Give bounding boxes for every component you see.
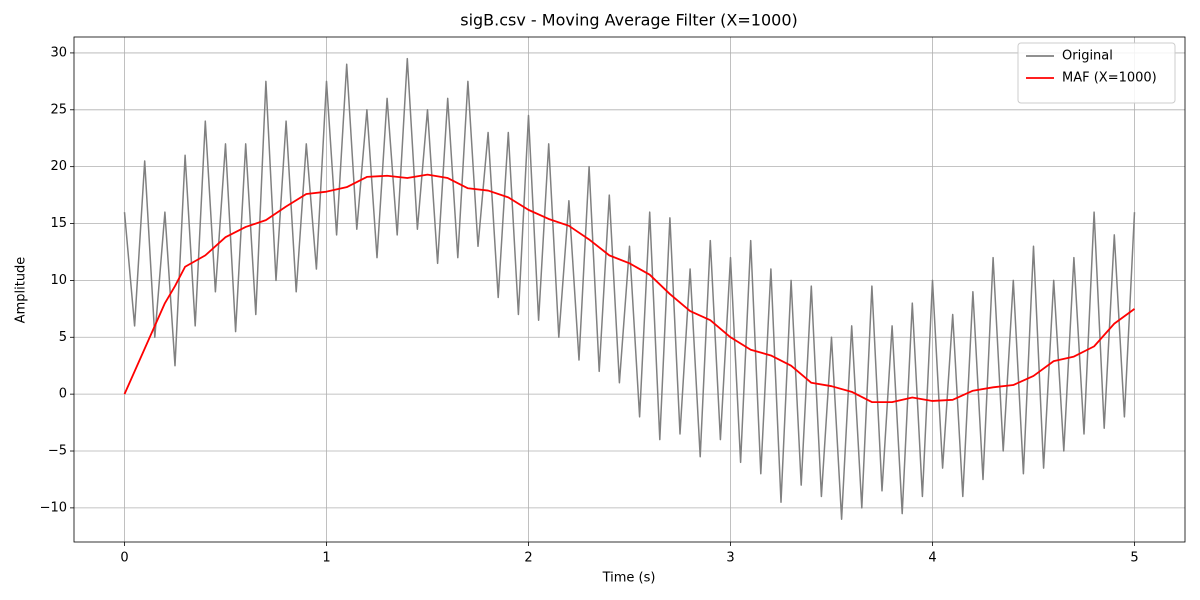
series-line	[123, 173, 1136, 403]
y-axis-label: Amplitude	[14, 257, 29, 324]
x-tick-label: 5	[1130, 551, 1138, 566]
x-tick-label: 0	[120, 551, 128, 566]
y-tick-label: 0	[59, 387, 67, 402]
y-tick-label: 10	[50, 273, 67, 288]
chart-title: sigB.csv - Moving Average Filter (X=1000…	[460, 11, 798, 30]
y-tick-label: 30	[50, 45, 67, 60]
y-tick-label: 15	[50, 216, 67, 231]
x-tick-label: 1	[322, 551, 330, 566]
legend-label: MAF (X=1000)	[1062, 71, 1157, 86]
x-tick-label: 3	[726, 551, 734, 566]
x-axis-label: Time (s)	[602, 571, 656, 586]
y-tick-label: 20	[50, 159, 67, 174]
y-tick-label: −10	[40, 500, 67, 515]
legend: Original MAF (X=1000)	[1017, 42, 1176, 104]
x-tick-label: 2	[524, 551, 532, 566]
x-tick-label: 4	[928, 551, 936, 566]
plot-frame	[73, 36, 1186, 543]
y-tick-label: 5	[59, 330, 67, 345]
series-line	[123, 57, 1136, 520]
y-tick-label: −5	[48, 444, 67, 459]
legend-box	[1017, 42, 1176, 104]
legend-label: Original	[1062, 49, 1113, 64]
y-tick-label: 25	[50, 102, 67, 117]
